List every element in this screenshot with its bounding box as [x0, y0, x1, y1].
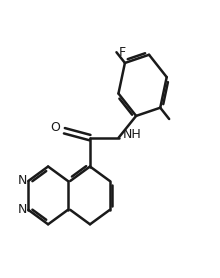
Text: O: O	[51, 121, 60, 135]
Text: N: N	[18, 203, 27, 216]
Text: F: F	[119, 46, 126, 59]
Text: N: N	[18, 175, 27, 187]
Text: NH: NH	[123, 128, 141, 142]
